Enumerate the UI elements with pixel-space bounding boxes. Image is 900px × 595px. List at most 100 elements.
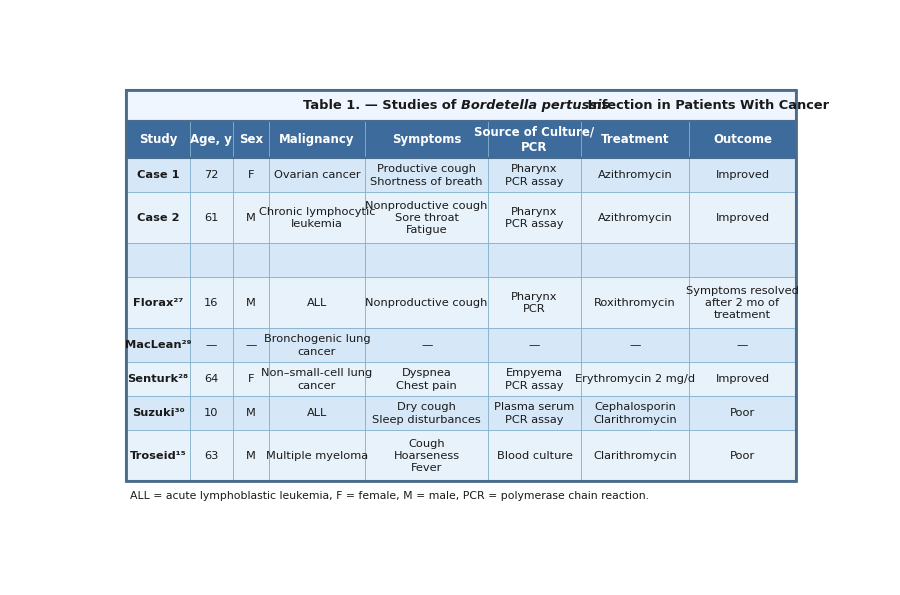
- Text: Senturk²⁸: Senturk²⁸: [128, 374, 189, 384]
- Text: Dry cough
Sleep disturbances: Dry cough Sleep disturbances: [373, 402, 481, 425]
- Text: Case 2: Case 2: [137, 213, 179, 223]
- Text: ALL: ALL: [307, 298, 327, 308]
- Text: Outcome: Outcome: [713, 133, 772, 146]
- Text: Chronic lymphocytic
leukemia: Chronic lymphocytic leukemia: [258, 206, 375, 229]
- Bar: [688, 158, 796, 192]
- Text: Azithromycin: Azithromycin: [598, 170, 672, 180]
- Bar: [233, 362, 268, 396]
- Text: 64: 64: [204, 374, 219, 384]
- Bar: [268, 396, 365, 430]
- Text: —: —: [629, 340, 641, 350]
- Bar: [581, 192, 688, 243]
- Text: Cephalosporin
Clarithromycin: Cephalosporin Clarithromycin: [593, 402, 677, 425]
- Bar: [268, 328, 365, 362]
- Bar: [365, 362, 488, 396]
- Bar: [233, 121, 268, 158]
- Text: 16: 16: [204, 298, 219, 308]
- Bar: [126, 328, 190, 362]
- Text: Pharynx
PCR: Pharynx PCR: [511, 292, 558, 314]
- Bar: [365, 158, 488, 192]
- Text: 63: 63: [204, 451, 219, 461]
- Bar: [126, 158, 796, 481]
- Bar: [581, 396, 688, 430]
- Bar: [233, 277, 268, 328]
- Bar: [688, 277, 796, 328]
- Text: Troseid¹⁵: Troseid¹⁵: [130, 451, 186, 461]
- Text: Improved: Improved: [716, 213, 770, 223]
- Bar: [126, 277, 190, 328]
- Text: —: —: [737, 340, 748, 350]
- Bar: [688, 192, 796, 243]
- Text: M: M: [246, 298, 256, 308]
- Text: F: F: [248, 374, 254, 384]
- Bar: [268, 192, 365, 243]
- Bar: [688, 362, 796, 396]
- Bar: [126, 158, 190, 192]
- Text: Roxithromycin: Roxithromycin: [594, 298, 676, 308]
- Bar: [126, 192, 190, 243]
- Bar: [233, 243, 268, 277]
- Bar: [126, 362, 190, 396]
- Bar: [126, 121, 190, 158]
- Bar: [688, 121, 796, 158]
- Bar: [268, 430, 365, 481]
- Bar: [488, 158, 581, 192]
- Bar: [126, 243, 190, 277]
- Text: M: M: [246, 213, 256, 223]
- Bar: [581, 121, 688, 158]
- Text: Blood culture: Blood culture: [497, 451, 572, 461]
- Text: M: M: [246, 451, 256, 461]
- Bar: [190, 430, 233, 481]
- Bar: [126, 396, 190, 430]
- Bar: [488, 243, 581, 277]
- Bar: [581, 243, 688, 277]
- Bar: [365, 277, 488, 328]
- Text: —: —: [421, 340, 432, 350]
- Bar: [365, 192, 488, 243]
- Bar: [688, 328, 796, 362]
- Bar: [688, 430, 796, 481]
- Text: Plasma serum
PCR assay: Plasma serum PCR assay: [494, 402, 575, 425]
- Bar: [365, 328, 488, 362]
- Bar: [233, 158, 268, 192]
- Bar: [190, 192, 233, 243]
- Text: Dyspnea
Chest pain: Dyspnea Chest pain: [396, 368, 457, 391]
- Bar: [488, 396, 581, 430]
- Text: Bronchogenic lung
cancer: Bronchogenic lung cancer: [264, 334, 370, 356]
- Text: Malignancy: Malignancy: [279, 133, 355, 146]
- Text: Productive cough
Shortness of breath: Productive cough Shortness of breath: [371, 164, 483, 187]
- Text: Symptoms resolved
after 2 mo of
treatment: Symptoms resolved after 2 mo of treatmen…: [686, 286, 799, 320]
- Text: Poor: Poor: [730, 451, 755, 461]
- Bar: [488, 192, 581, 243]
- Bar: [688, 243, 796, 277]
- Text: Treatment: Treatment: [600, 133, 670, 146]
- Text: —: —: [529, 340, 540, 350]
- Bar: [268, 362, 365, 396]
- Text: Azithromycin: Azithromycin: [598, 213, 672, 223]
- Bar: [365, 121, 488, 158]
- Text: Erythromycin 2 mg/d: Erythromycin 2 mg/d: [575, 374, 695, 384]
- Bar: [190, 158, 233, 192]
- Text: Infection in Patients With Cancer: Infection in Patients With Cancer: [583, 99, 830, 112]
- Text: 10: 10: [204, 408, 219, 418]
- Text: —: —: [245, 340, 256, 350]
- Bar: [581, 430, 688, 481]
- Text: Florax²⁷: Florax²⁷: [133, 298, 184, 308]
- Text: Empyema
PCR assay: Empyema PCR assay: [505, 368, 563, 391]
- Bar: [233, 328, 268, 362]
- Text: Age, y: Age, y: [190, 133, 232, 146]
- Text: F: F: [248, 170, 254, 180]
- Text: Clarithromycin: Clarithromycin: [593, 451, 677, 461]
- Bar: [688, 396, 796, 430]
- Bar: [126, 90, 796, 481]
- Bar: [126, 481, 796, 511]
- Text: Case 1: Case 1: [137, 170, 179, 180]
- Text: MacLean²⁹: MacLean²⁹: [125, 340, 192, 350]
- Text: 72: 72: [204, 170, 219, 180]
- Bar: [268, 277, 365, 328]
- Bar: [190, 121, 233, 158]
- Bar: [581, 362, 688, 396]
- Text: Bordetella pertussis: Bordetella pertussis: [461, 99, 609, 112]
- Bar: [488, 430, 581, 481]
- Text: M: M: [246, 408, 256, 418]
